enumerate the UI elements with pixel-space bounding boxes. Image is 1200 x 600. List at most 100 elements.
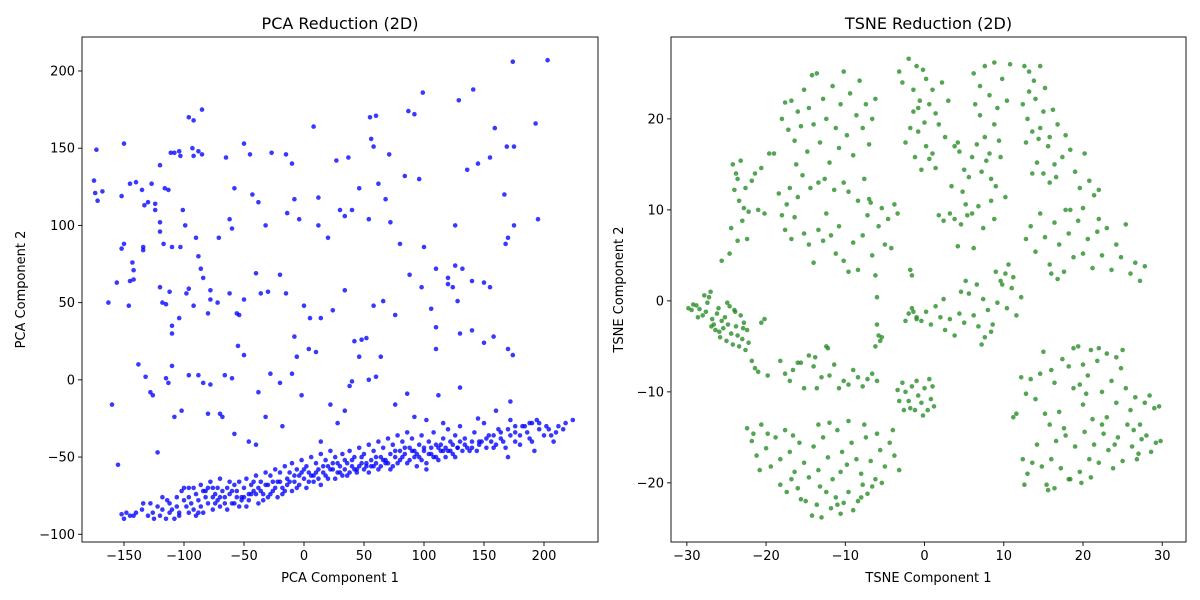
tsne-point (1080, 362, 1086, 367)
tsne-point (1115, 435, 1121, 440)
tsne-point (1077, 382, 1083, 387)
pca-point (512, 439, 518, 444)
tsne-point (1082, 151, 1087, 156)
tsne-point (806, 105, 812, 111)
tsne-point (855, 498, 861, 504)
tsne-point (952, 216, 957, 222)
pca-point (450, 442, 456, 448)
tsne-point (1042, 234, 1048, 240)
pca-point (498, 436, 504, 441)
tsne-point (759, 165, 764, 171)
pca-point (517, 442, 523, 448)
tsne-point (757, 467, 762, 473)
pca-ytick-label: 0 (67, 373, 75, 388)
tsne-point (992, 216, 997, 222)
tsne-point (947, 316, 953, 322)
pca-point (386, 152, 392, 157)
tsne-point (1004, 98, 1010, 103)
tsne-point (1049, 367, 1054, 373)
pca-points (91, 57, 576, 522)
tsne-point (1011, 274, 1016, 280)
pca-point (217, 494, 223, 500)
pca-point (253, 473, 259, 478)
pca-point (139, 187, 145, 193)
tsne-point (1087, 456, 1092, 462)
tsne-point (744, 236, 750, 242)
pca-point (505, 427, 511, 432)
pca-point (500, 439, 506, 444)
tsne-panel: −30 −20 −10 0 10 20 30 −20 −10 0 10 20 TSNE Reductio… (612, 14, 1187, 586)
pca-point (150, 393, 156, 398)
pca-point (198, 504, 204, 509)
tsne-point (1061, 426, 1067, 431)
tsne-point (939, 80, 945, 85)
pca-point (301, 476, 307, 482)
pca-point (484, 436, 489, 441)
pca-point (332, 454, 338, 460)
tsne-point (873, 344, 878, 349)
pca-point (166, 380, 171, 386)
tsne-point (1023, 140, 1029, 145)
tsne-point (820, 238, 826, 244)
pca-point (352, 338, 357, 344)
tsne-point (1045, 143, 1051, 149)
pca-point (443, 454, 448, 460)
tsne-point (1095, 229, 1100, 234)
tsne-point (722, 315, 728, 320)
pca-point (390, 464, 396, 469)
tsne-point (866, 142, 872, 147)
pca-point (505, 454, 511, 460)
tsne-point (958, 289, 964, 295)
tsne-point (1106, 447, 1111, 453)
pca-point (457, 423, 463, 429)
tsne-point (825, 345, 831, 351)
tsne-point (855, 198, 861, 204)
tsne-point (844, 133, 850, 138)
tsne-point (1099, 389, 1105, 395)
tsne-point (763, 446, 769, 451)
pca-xtick-label: 150 (472, 549, 497, 564)
pca-point (445, 448, 451, 454)
pca-point (373, 374, 379, 380)
tsne-point (860, 482, 865, 488)
pca-point (127, 181, 133, 186)
tsne-point (1033, 396, 1038, 402)
tsne-point (988, 176, 994, 182)
pca-point (186, 372, 192, 378)
pca-point (421, 448, 427, 454)
tsne-point (1090, 265, 1095, 271)
tsne-point (915, 393, 921, 398)
pca-point (205, 501, 211, 506)
tsne-point (782, 427, 788, 433)
pca-point (340, 473, 345, 478)
pca-point (419, 433, 424, 438)
pca-point (356, 354, 362, 360)
tsne-point (1114, 355, 1119, 360)
tsne-point (1080, 251, 1086, 256)
tsne-point (1009, 285, 1014, 291)
pca-point (203, 488, 208, 494)
pca-point (284, 482, 290, 488)
pca-point (299, 457, 304, 463)
tsne-point (914, 316, 919, 322)
pca-point (511, 144, 517, 149)
tsne-point (919, 167, 924, 173)
pca-point (253, 442, 259, 448)
tsne-y-axis-label: TSNE Component 2 (612, 226, 627, 353)
pca-point (433, 266, 439, 272)
pca-point (541, 433, 547, 438)
tsne-point (1028, 224, 1033, 229)
pca-point (457, 439, 463, 444)
tsne-point (819, 375, 824, 380)
pca-point (248, 482, 254, 488)
pca-xtick-label: −150 (106, 549, 142, 564)
tsne-point (751, 431, 756, 437)
tsne-point (738, 158, 743, 163)
pca-point (160, 494, 165, 500)
tsne-point (793, 162, 799, 167)
pca-point (244, 504, 249, 509)
pca-point (402, 173, 408, 179)
pca-point (150, 510, 156, 515)
tsne-point (817, 484, 823, 489)
pca-point (337, 207, 343, 213)
